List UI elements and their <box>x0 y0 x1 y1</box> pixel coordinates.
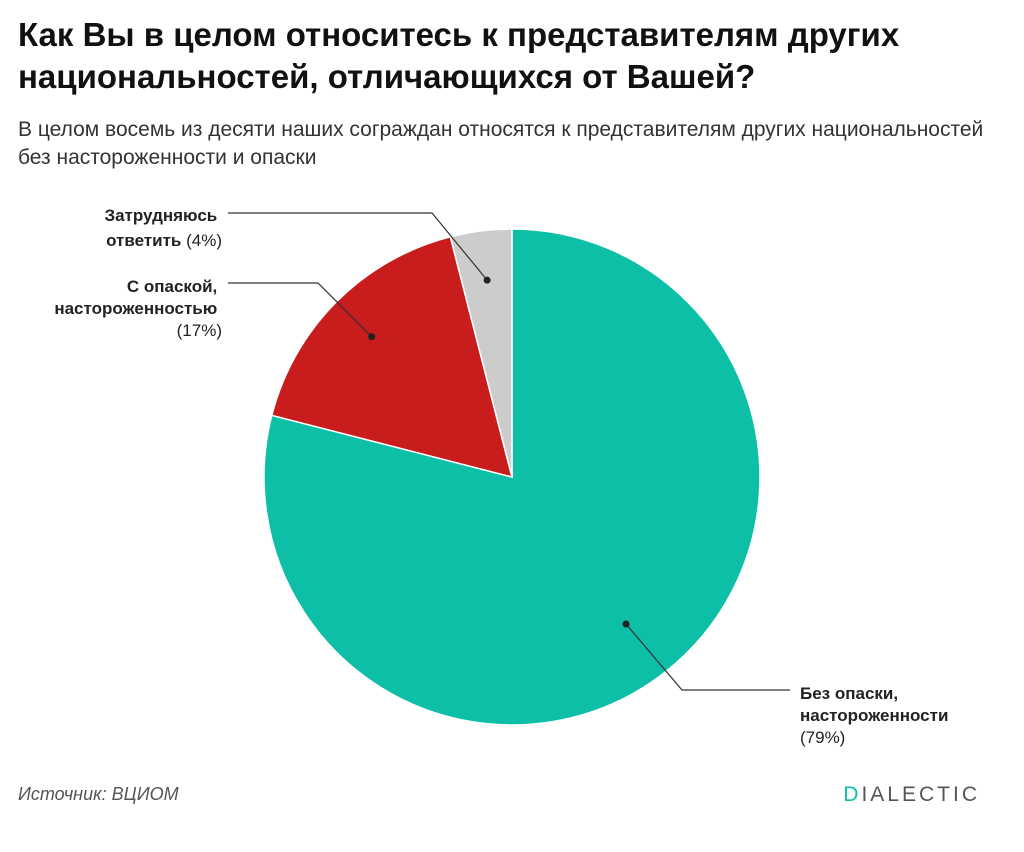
callout-dot <box>622 620 630 628</box>
pie-slice-no-fear <box>263 228 761 726</box>
pie-slice-hard-to-say <box>449 228 513 478</box>
slice-label-line: С опаской, <box>127 277 217 296</box>
chart-subtitle: В целом восемь из десяти наших сограждан… <box>18 118 984 169</box>
slice-label-line: ответить (4%) <box>106 231 222 250</box>
callout-dot <box>483 276 491 284</box>
callout-line <box>228 282 373 338</box>
slice-value-label: (79%) <box>800 728 845 747</box>
slice-label-with-fear: С опаской, настороженностью (17%) <box>54 277 222 340</box>
brand-logo: DIALECTIC <box>843 783 980 806</box>
slice-value-label: (17%) <box>177 321 222 340</box>
slice-label-line: настороженностью <box>54 299 217 318</box>
slice-label-line: настороженности <box>800 706 948 725</box>
slice-label-line: Без опаски, <box>800 684 898 703</box>
source-note: Источник: ВЦИОМ <box>18 784 179 804</box>
slice-label-line: Затрудняюсь <box>104 206 217 225</box>
chart-title: Как Вы в целом относитесь к представител… <box>18 16 900 95</box>
callout-line <box>228 212 488 281</box>
pie-slices <box>263 228 761 726</box>
pie-callouts <box>228 212 790 691</box>
callout-line <box>625 623 790 691</box>
slice-label-no-fear: Без опаски, настороженности (79%) <box>800 684 953 747</box>
callout-dot <box>368 333 376 341</box>
slice-label-hard-to-say: Затрудняюсь ответить (4%) <box>104 206 222 250</box>
